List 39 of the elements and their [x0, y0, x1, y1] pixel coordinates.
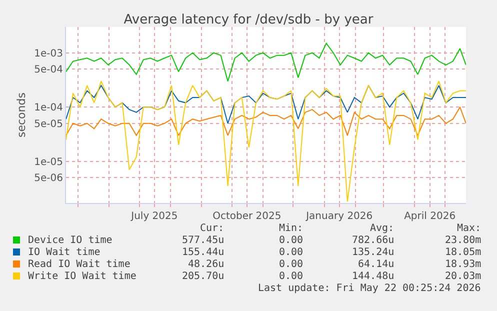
line-series — [66, 42, 466, 82]
x-tick-label: April 2026 — [404, 211, 456, 222]
line-series — [66, 106, 466, 136]
legend-label: Write IO Wait time — [28, 271, 136, 282]
text: 20.03m — [445, 271, 482, 282]
chart-title: Average latency for /dev/sdb - by year — [124, 12, 374, 28]
text: 155.44u — [182, 247, 224, 258]
y-tick-label: 1e-05 — [34, 156, 63, 168]
x-tick-label: July 2025 — [130, 211, 178, 222]
text: 23.80m — [445, 235, 482, 246]
legend-label: Device IO time — [28, 235, 112, 246]
text: 782.66u — [352, 235, 394, 246]
text: Cur: — [200, 223, 224, 234]
text: Last update: Fri May 22 00:25:24 2026 — [258, 283, 481, 294]
y-tick-label: 5e-06 — [34, 173, 63, 184]
text: 64.14u — [358, 259, 394, 270]
text: 0.00 — [279, 247, 304, 258]
y-tick-label: 5e-05 — [34, 118, 63, 130]
y-tick-label: 1e-04 — [34, 102, 63, 114]
text: 577.45u — [182, 235, 224, 246]
legend-label: Read IO Wait time — [28, 259, 130, 270]
text: 18.93m — [445, 259, 482, 270]
y-axis-title: seconds — [14, 92, 28, 138]
text: Min: — [279, 223, 304, 234]
x-tick-label: October 2025 — [212, 211, 282, 222]
text: Max: — [457, 223, 482, 234]
text: 0.00 — [279, 235, 304, 246]
text: 135.24u — [352, 247, 394, 258]
y-tick-label: 5e-04 — [34, 64, 63, 76]
text: 48.26u — [188, 259, 224, 270]
text: 0.00 — [279, 271, 304, 282]
y-tick-label: 1e-03 — [34, 48, 63, 60]
legend-label: IO Wait time — [28, 247, 100, 258]
text: 205.70u — [182, 271, 224, 282]
text: 18.05m — [445, 247, 482, 258]
text: 0.00 — [279, 259, 304, 270]
text: 144.48u — [352, 271, 394, 282]
text: Avg: — [370, 223, 394, 234]
x-tick-label: January 2026 — [305, 211, 373, 222]
